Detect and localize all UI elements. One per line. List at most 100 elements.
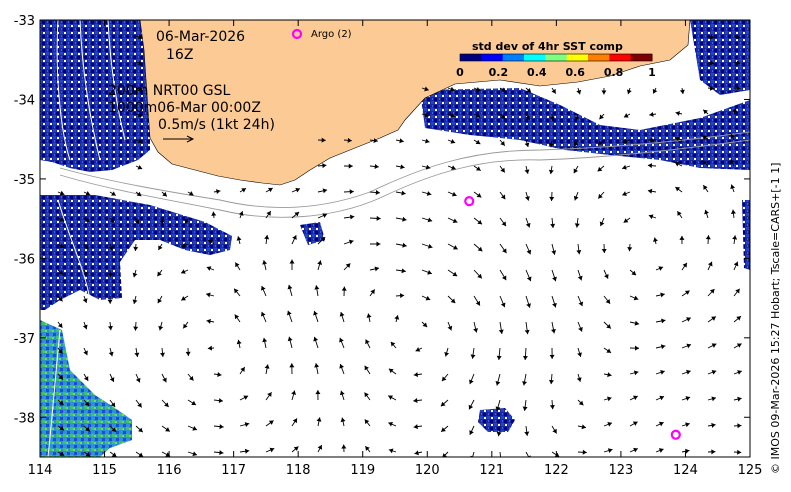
- current-arrow: [233, 288, 241, 297]
- current-arrow: [388, 368, 397, 375]
- current-arrow: [291, 211, 300, 219]
- x-tick-label: 119: [350, 463, 375, 478]
- current-arrow: [369, 164, 379, 169]
- current-arrow: [388, 395, 397, 401]
- current-arrow: [655, 318, 666, 324]
- current-arrow: [681, 262, 688, 271]
- current-arrow: [677, 210, 683, 219]
- current-arrow: [499, 191, 506, 200]
- current-arrow: [134, 347, 140, 358]
- colorbar-tick-label: 1: [648, 66, 656, 79]
- current-arrow: [234, 262, 241, 271]
- current-arrow: [134, 217, 140, 225]
- x-tick-label: 115: [92, 463, 117, 478]
- current-arrow: [597, 139, 605, 146]
- current-arrow: [573, 165, 579, 174]
- current-arrow: [421, 295, 431, 301]
- current-arrow: [421, 86, 429, 92]
- current-arrow: [239, 395, 249, 401]
- current-arrow: [629, 295, 639, 301]
- colorbar-tick-label: 0.6: [565, 66, 585, 79]
- current-arrow: [679, 87, 685, 95]
- current-arrow: [522, 399, 528, 411]
- current-arrow: [135, 425, 144, 433]
- current-arrow: [239, 448, 250, 454]
- current-arrow: [499, 165, 506, 173]
- current-arrow: [207, 345, 215, 351]
- current-arrow: [441, 373, 449, 382]
- current-arrow: [313, 310, 319, 323]
- x-tick-label: 121: [479, 463, 504, 478]
- current-arrow: [655, 344, 666, 350]
- current-arrow: [107, 295, 113, 304]
- current-arrow: [291, 446, 299, 453]
- current-arrow: [551, 425, 558, 434]
- current-arrow: [655, 395, 665, 401]
- current-arrow: [707, 60, 715, 66]
- current-arrow: [339, 390, 345, 401]
- current-arrow: [551, 321, 556, 334]
- current-arrow: [109, 399, 116, 408]
- sst-patch-southwest: [40, 320, 132, 457]
- current-arrow: [109, 425, 117, 433]
- current-arrow: [675, 111, 683, 116]
- current-arrow: [576, 243, 582, 255]
- current-arrow: [655, 448, 664, 453]
- current-arrow: [365, 445, 371, 453]
- current-arrow: [653, 237, 658, 245]
- colorbar-segment: [524, 54, 546, 61]
- current-arrow: [213, 450, 224, 456]
- current-arrow: [551, 269, 557, 282]
- current-arrow: [57, 217, 65, 222]
- current-arrow: [603, 448, 613, 453]
- current-arrow: [109, 217, 115, 224]
- current-arrow: [473, 321, 479, 333]
- x-tick-label: 123: [608, 463, 633, 478]
- current-arrow: [524, 165, 530, 174]
- current-arrow: [496, 347, 502, 361]
- bathymetry-contours: [59, 131, 750, 218]
- current-arrow: [577, 449, 587, 455]
- current-arrow: [603, 347, 612, 354]
- x-tick-label: 116: [157, 463, 182, 478]
- current-arrow: [135, 112, 143, 118]
- current-arrow: [707, 85, 715, 91]
- current-arrow: [57, 451, 65, 457]
- colorbar-segment: [460, 54, 482, 61]
- current-arrow: [603, 396, 612, 402]
- current-arrow: [655, 266, 664, 271]
- current-arrow: [421, 112, 430, 118]
- current-arrow: [733, 34, 741, 40]
- current-arrow: [213, 398, 224, 404]
- current-arrow: [495, 399, 501, 412]
- current-arrow: [577, 399, 584, 406]
- current-arrow: [388, 448, 397, 454]
- sst-patch-west-deep: [40, 20, 150, 172]
- current-arrow: [187, 373, 194, 381]
- colorbar-tick-label: 0.4: [527, 66, 547, 79]
- current-arrow: [340, 417, 346, 427]
- current-arrow: [730, 184, 736, 193]
- current-arrow: [364, 419, 371, 427]
- current-arrow: [180, 269, 189, 274]
- argo-floats: [464, 196, 681, 440]
- current-arrow: [525, 295, 531, 308]
- current-arrow: [733, 85, 741, 91]
- sst-patch-center: [300, 222, 325, 245]
- current-arrow: [707, 288, 715, 297]
- current-arrow: [574, 217, 580, 228]
- current-arrow: [440, 399, 449, 407]
- current-arrow: [317, 260, 323, 271]
- current-arrow: [291, 235, 297, 245]
- current-arrow: [108, 347, 114, 357]
- current-arrow: [343, 163, 353, 169]
- current-arrow: [551, 295, 557, 308]
- current-arrow: [647, 188, 657, 194]
- current-arrow: [343, 214, 355, 220]
- current-arrow: [395, 293, 405, 299]
- current-arrow: [133, 243, 139, 252]
- current-arrow: [648, 214, 657, 220]
- x-tick-label: 118: [286, 463, 311, 478]
- sst-patch-east: [420, 88, 750, 170]
- current-arrow: [599, 217, 605, 227]
